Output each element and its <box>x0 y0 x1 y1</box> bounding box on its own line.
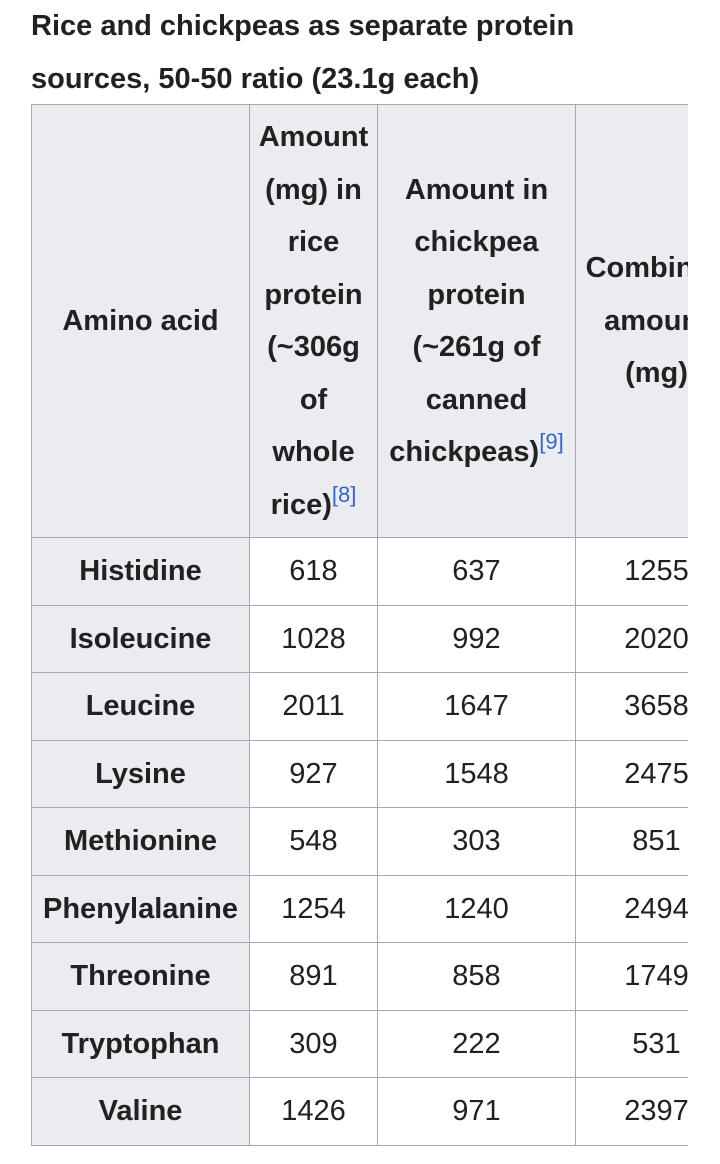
data-table: Amino acid Amount (mg) in rice protein (~… <box>31 104 688 1146</box>
row-header: Valine <box>31 1077 250 1146</box>
cell: 1647 <box>377 672 576 741</box>
cell: 2494 <box>575 874 688 943</box>
cell: 971 <box>377 1077 576 1146</box>
cell: 303 <box>377 807 576 876</box>
cell: 1426 <box>249 1077 378 1146</box>
header-text: Combined amount (mg) <box>585 252 688 390</box>
table-viewport: Amino acid Amount (mg) in rice protein (~… <box>31 104 688 1164</box>
cell: 851 <box>575 807 688 876</box>
table-row: Phenylalanine 1254 1240 2494 <box>31 874 688 943</box>
cell: 222 <box>377 1009 576 1078</box>
table-row: Valine 1426 971 2397 <box>31 1077 688 1146</box>
reference-link[interactable]: [9] <box>539 429 564 454</box>
cell: 1254 <box>249 874 378 943</box>
reference-link[interactable]: [8] <box>331 481 357 507</box>
table-row: Leucine 2011 1647 3658 <box>31 672 688 741</box>
table-caption: Rice and chickpeas as separate protein s… <box>31 10 575 95</box>
cell: 548 <box>249 807 378 876</box>
column-header: Combined amount (mg) <box>575 104 688 538</box>
cell: 618 <box>249 537 378 606</box>
cell: 2011 <box>249 672 378 741</box>
row-header: Phenylalanine <box>31 874 250 943</box>
cell: 2475 <box>575 739 688 808</box>
cell: 2397 <box>575 1077 688 1146</box>
cell: 858 <box>377 942 576 1011</box>
cell: 1028 <box>249 604 378 673</box>
cell: 992 <box>377 604 576 673</box>
header-text: Amino acid <box>62 304 219 337</box>
reference: [8] <box>332 482 356 507</box>
table-row: Isoleucine 1028 992 2020 <box>31 604 688 673</box>
cell: 927 <box>249 739 378 808</box>
row-header: Tryptophan <box>31 1009 250 1078</box>
table-row: Tryptophan 309 222 531 <box>31 1009 688 1078</box>
reference: [9] <box>539 429 563 454</box>
column-header: Amino acid <box>31 104 250 538</box>
row-header: Histidine <box>31 537 250 606</box>
table-row: Lysine 927 1548 2475 <box>31 739 688 808</box>
column-header: Amount (mg) in rice protein (~306g of wh… <box>249 104 378 538</box>
row-header: Isoleucine <box>31 604 250 673</box>
table-row: Methionine 548 303 851 <box>31 807 688 876</box>
cell: 1749 <box>575 942 688 1011</box>
column-header: Amount in chickpea protein (~261g of can… <box>377 104 576 538</box>
cell: 637 <box>377 537 576 606</box>
row-header: Methionine <box>31 807 250 876</box>
table-row: Histidine 618 637 1255 <box>31 537 688 606</box>
cell: 3658 <box>575 672 688 741</box>
cell: 2020 <box>575 604 688 673</box>
row-header: Lysine <box>31 739 250 808</box>
header-text: Amount in chickpea protein (~261g of can… <box>389 173 549 469</box>
cell: 1548 <box>377 739 576 808</box>
row-header: Threonine <box>31 942 250 1011</box>
cell: 1255 <box>575 537 688 606</box>
header-text: Amount (mg) in rice protein (~306g of wh… <box>258 121 369 521</box>
cell: 531 <box>575 1009 688 1078</box>
table-row: Threonine 891 858 1749 <box>31 942 688 1011</box>
table-body: Histidine 618 637 1255 Isoleucine 1028 992 2020… <box>31 537 688 1146</box>
row-header: Leucine <box>31 672 250 741</box>
header-row: Amino acid Amount (mg) in rice protein (~… <box>31 104 688 538</box>
cell: 309 <box>249 1009 378 1078</box>
cell: 1240 <box>377 874 576 943</box>
cell: 891 <box>249 942 378 1011</box>
